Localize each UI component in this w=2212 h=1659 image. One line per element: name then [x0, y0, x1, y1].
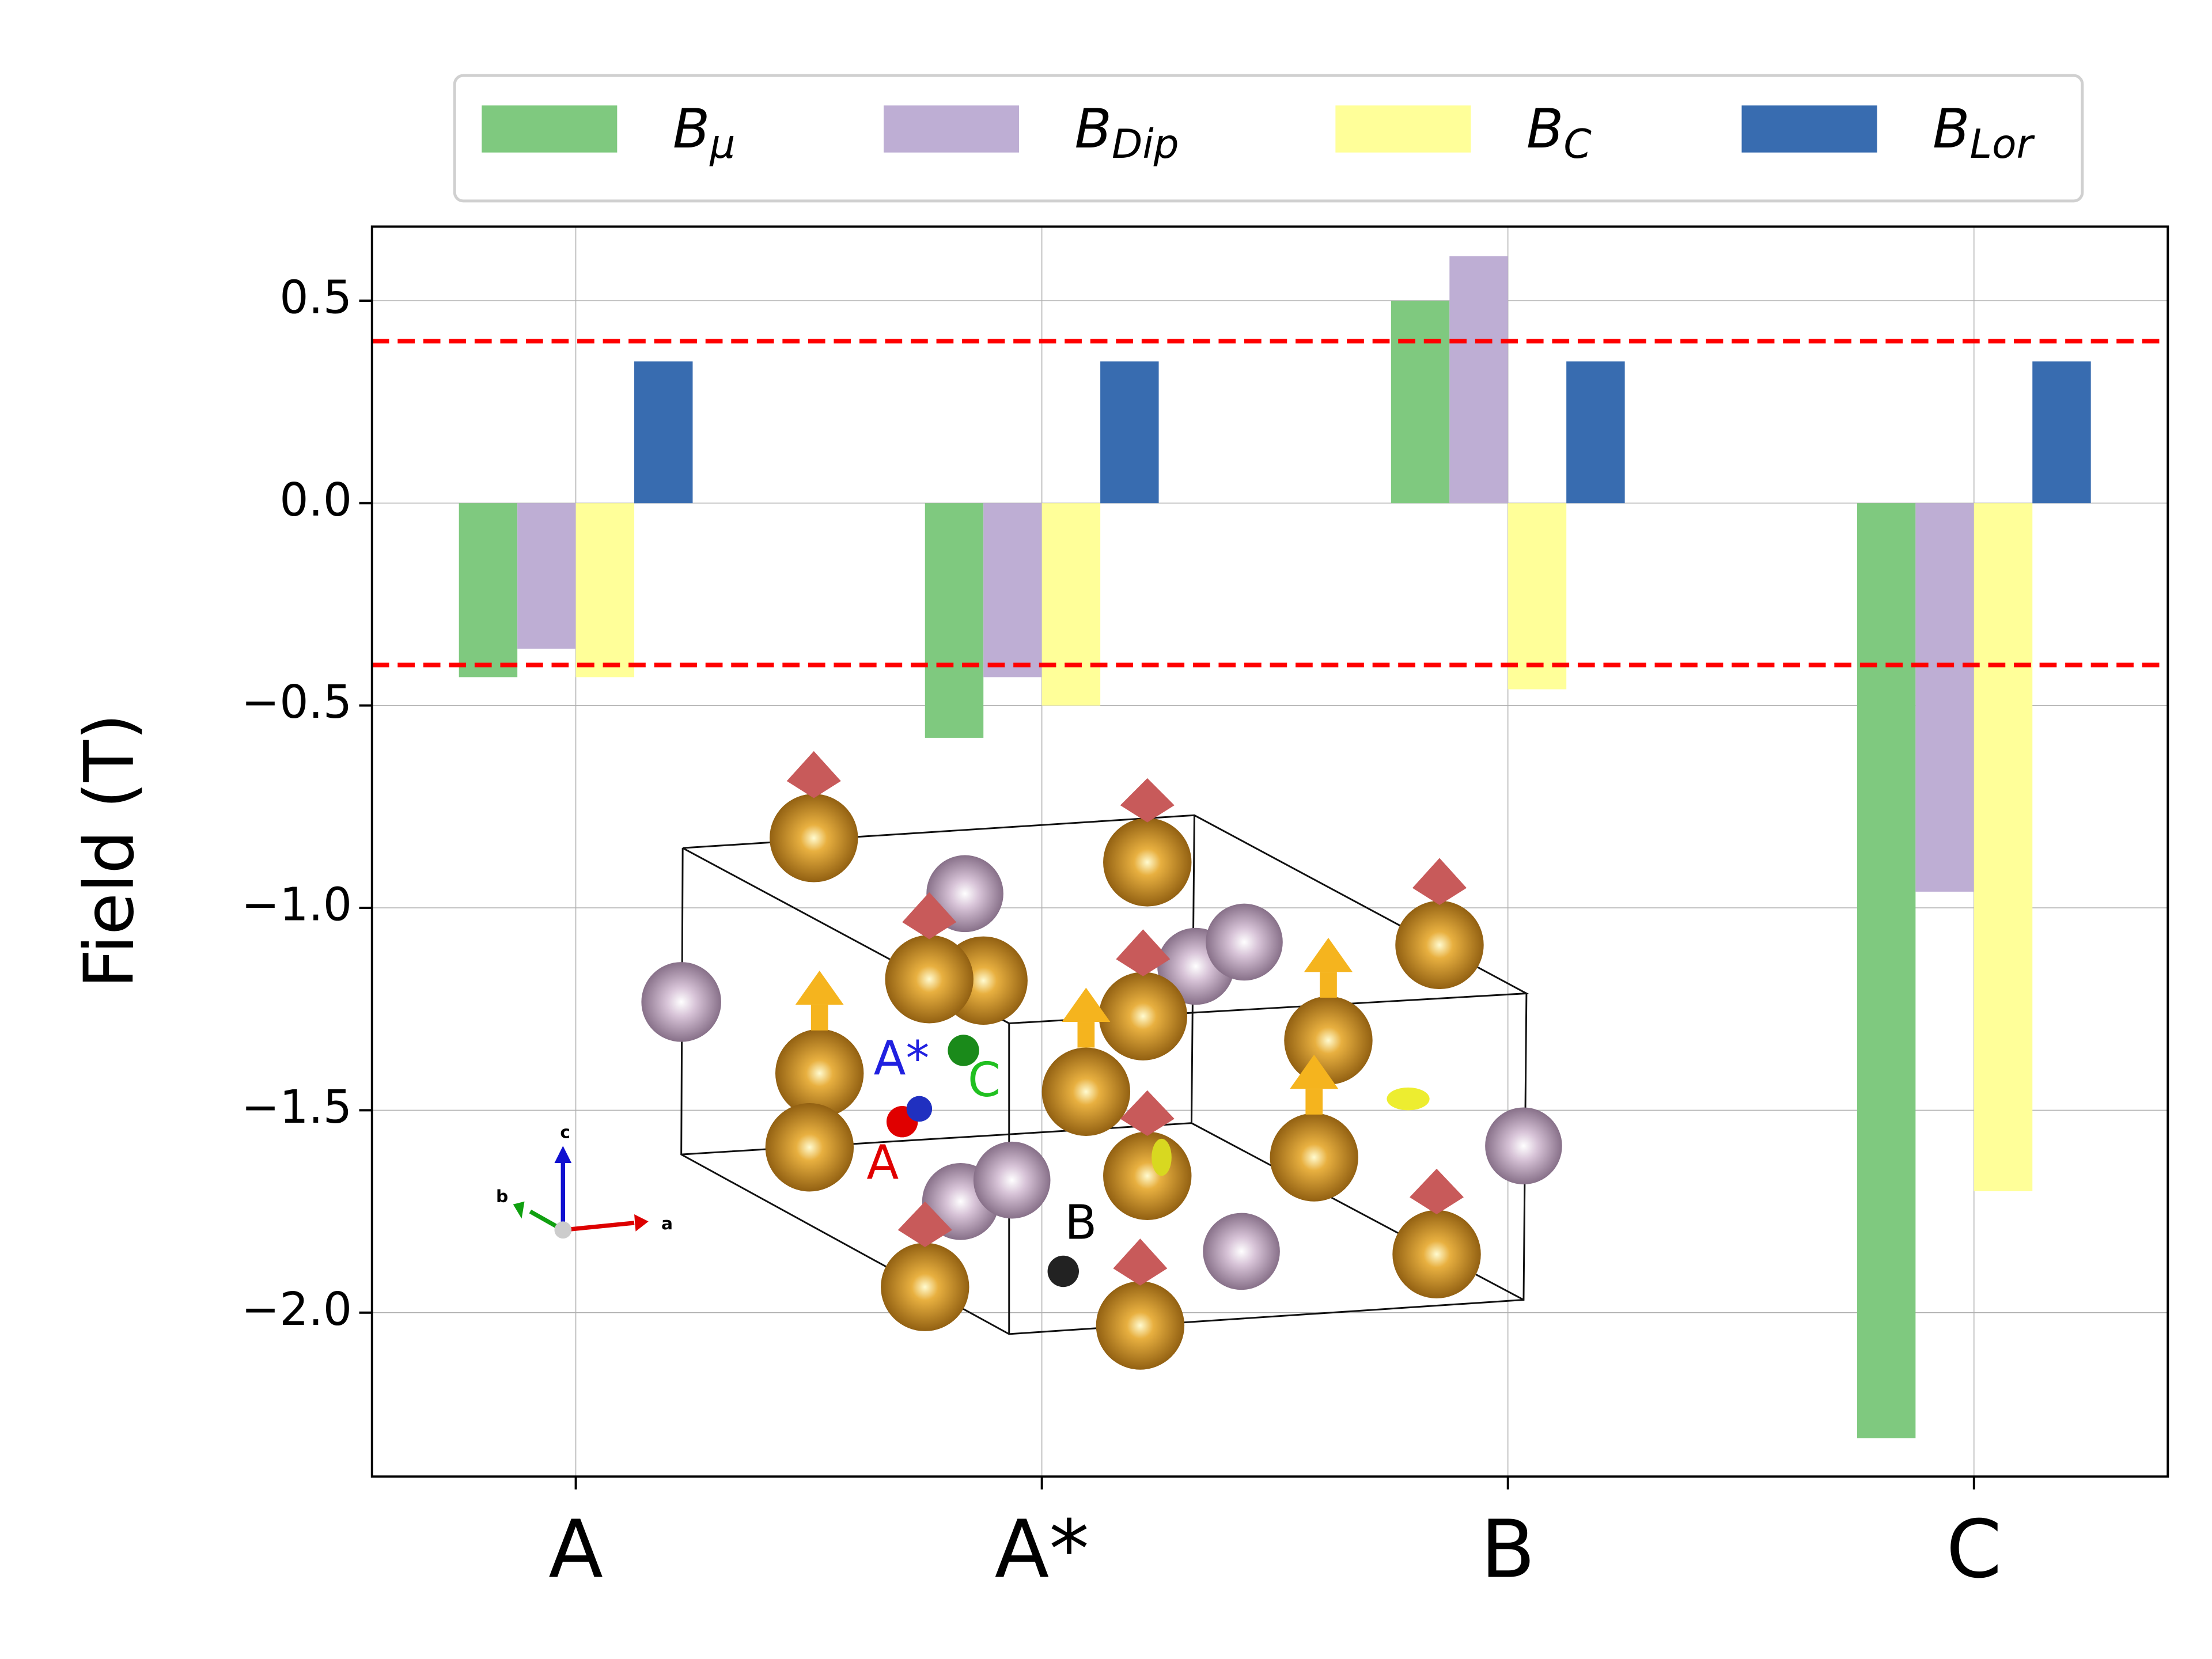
spin-arrows-yellow — [795, 938, 1430, 1176]
bar — [1915, 503, 1974, 892]
bar — [1857, 503, 1916, 1438]
bar — [517, 503, 576, 649]
y-tick-label: 0.5 — [279, 271, 352, 324]
legend-label: Bμ — [673, 98, 736, 168]
lilac-atoms — [641, 855, 1562, 1290]
bar — [1391, 300, 1450, 503]
axis-letter: c — [560, 1123, 570, 1143]
bar — [925, 503, 984, 738]
axes-triad: a b c — [496, 1123, 673, 1239]
legend — [453, 74, 2084, 203]
y-axis-label: Field (T) — [70, 714, 150, 988]
bars — [372, 256, 2168, 1438]
inset-label: B — [1065, 1195, 1097, 1250]
bar — [1566, 361, 1625, 503]
bar — [1449, 256, 1508, 503]
x-tick-label: C — [1946, 1502, 2002, 1596]
x-tick-label: A* — [995, 1502, 1089, 1596]
y-tick-label: −0.5 — [241, 676, 352, 729]
legend-swatch — [884, 105, 1020, 153]
crystal-inset: A* C A B a b c — [496, 751, 1562, 1370]
legend-swatch — [1335, 105, 1471, 153]
bar — [1041, 503, 1101, 706]
y-tick-label: −2.0 — [241, 1283, 352, 1336]
site-c — [948, 1035, 979, 1066]
spin-arrows — [786, 751, 1467, 1286]
bar — [459, 503, 518, 677]
legend-label: BDip — [1075, 98, 1179, 168]
axis-letter: b — [496, 1187, 508, 1207]
bar — [1100, 361, 1159, 503]
x-tick-label: A — [548, 1502, 603, 1596]
inset-label: C — [968, 1053, 1001, 1108]
y-tick-label: −1.5 — [241, 1081, 352, 1134]
site-a-star — [906, 1096, 933, 1122]
bar — [2032, 361, 2091, 503]
legend-swatch — [1741, 105, 1877, 153]
site-b — [1047, 1255, 1079, 1287]
bar — [983, 503, 1042, 677]
y-tick-label: 0.0 — [279, 474, 352, 527]
legend-entries: Bμ BDip BC BLor — [482, 98, 2036, 168]
bar — [1508, 503, 1567, 690]
inset-label: A* — [874, 1032, 930, 1086]
legend-label: BLor — [1933, 98, 2035, 168]
plot-frame — [370, 225, 2169, 1478]
x-tick-label: B — [1480, 1502, 1535, 1596]
axis-letter: a — [661, 1214, 673, 1234]
y-tick-label: −1.0 — [241, 878, 352, 931]
bar — [575, 503, 635, 677]
inset-label: A — [866, 1135, 899, 1190]
legend-swatch — [482, 105, 618, 153]
bar — [634, 361, 693, 503]
legend-label: BC — [1527, 98, 1592, 168]
bar — [1974, 503, 2033, 1191]
